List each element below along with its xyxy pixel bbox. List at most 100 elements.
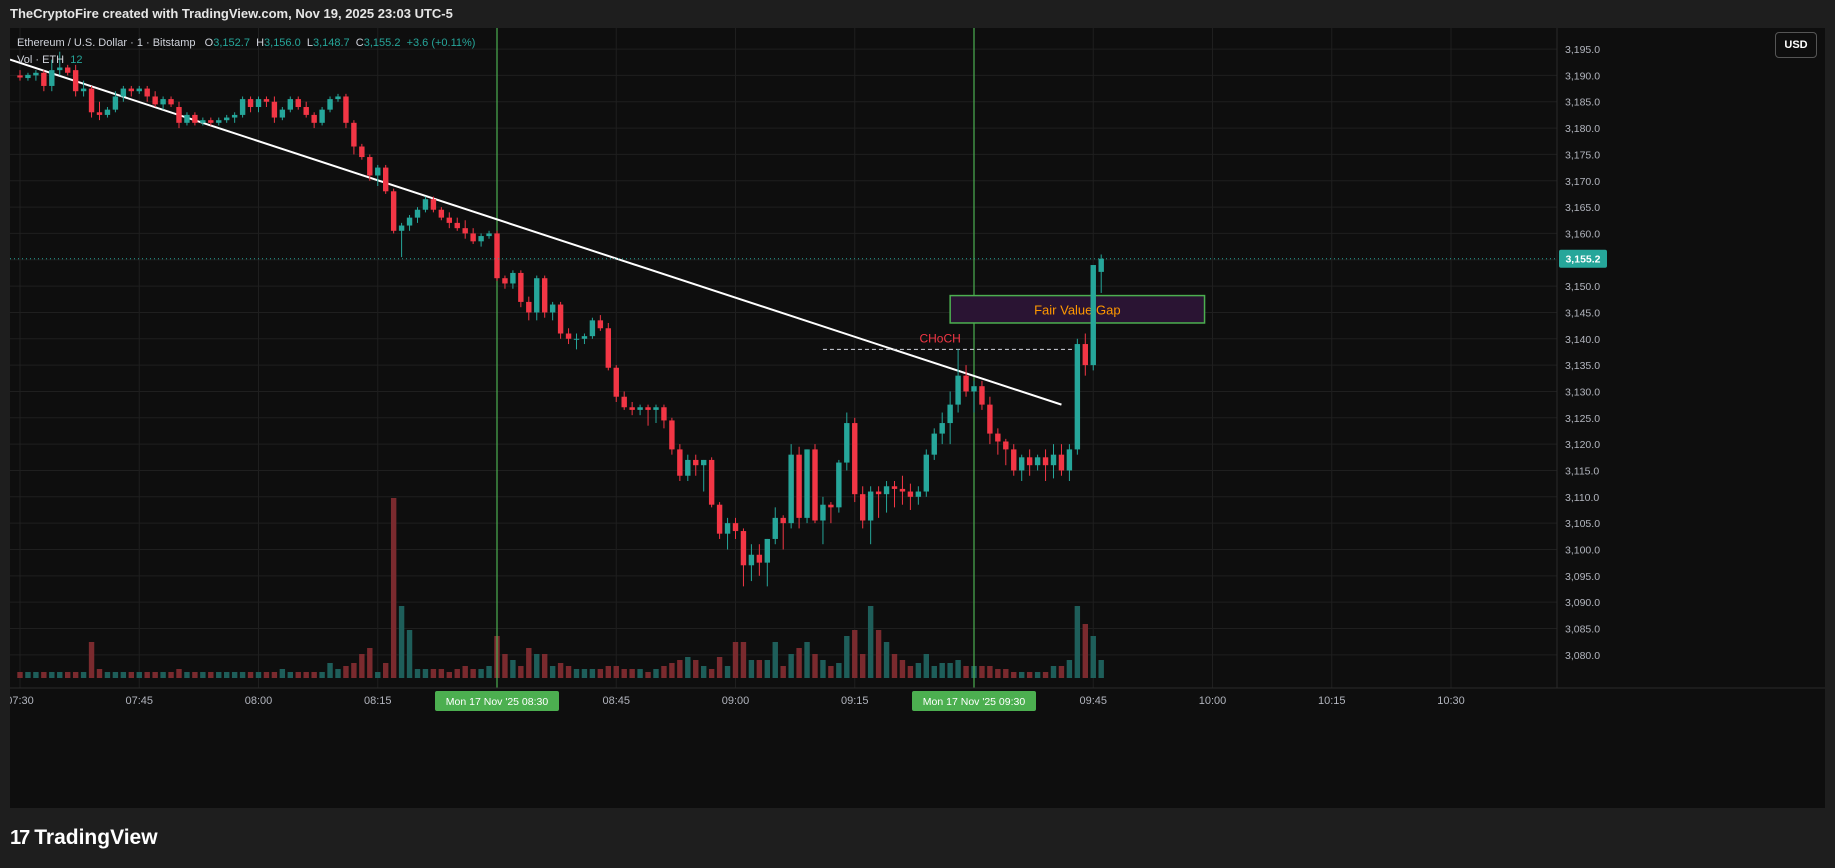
volume-bar (740, 642, 747, 678)
volume-bar (867, 606, 874, 678)
price-chart[interactable]: Mon 17 Nov '25 08:30 Mon 17 Nov '25 09:30… (6, 28, 1825, 808)
volume-bar (589, 669, 596, 678)
tradingview-logo[interactable]: 17 TradingView (10, 826, 158, 850)
fair-value-gap-box (949, 294, 1206, 324)
candle-body (542, 278, 548, 313)
volume-bar (780, 666, 786, 678)
volume-bar (96, 669, 103, 678)
candle-body (1066, 449, 1073, 471)
candle-body (549, 304, 556, 313)
candle-body (136, 88, 142, 92)
candle-body (383, 167, 389, 192)
candle-body (581, 336, 588, 339)
volume-bar (446, 672, 452, 678)
highlighted-time-tag (435, 691, 559, 711)
volume-bar (883, 642, 890, 678)
price-tick-label: 3,120.0 (1565, 439, 1600, 451)
price-tick-label: 3,145.0 (1565, 307, 1600, 319)
candle-body (613, 367, 619, 397)
candle-body (1034, 457, 1041, 466)
candle-body (327, 99, 333, 110)
candle-body (319, 109, 325, 123)
volume-bar (287, 672, 293, 678)
symbol-name: Ethereum / U.S. Dollar · 1 · Bitstamp (17, 37, 196, 49)
candle-body (49, 70, 55, 86)
candle-body (573, 338, 580, 340)
candle-body (1042, 457, 1049, 466)
candle-body (836, 462, 842, 508)
time-tick-label: 10:00 (1199, 695, 1227, 707)
candle-body (724, 523, 731, 534)
chart-pane[interactable]: Mon 17 Nov '25 08:30 Mon 17 Nov '25 09:30… (6, 28, 1825, 808)
volume-bar (565, 666, 572, 678)
change-value: +3.6 (+0.11%) (406, 37, 476, 49)
currency-button[interactable]: USD (1775, 32, 1817, 58)
volume-bar (510, 660, 516, 678)
top-bar: TheCryptoFire created with TradingView.c… (0, 0, 1835, 28)
volume-bar (621, 669, 627, 678)
volume-bar (390, 498, 397, 678)
candle-body (1019, 457, 1025, 471)
volume-bar (17, 672, 23, 678)
fair-value-gap-group: Fair Value Gap (949, 294, 1206, 324)
high-label: H (256, 37, 265, 49)
volume-bar (422, 669, 429, 678)
price-tick-label: 3,195.0 (1565, 44, 1600, 56)
candle-body (605, 328, 611, 368)
candle-body (152, 96, 158, 105)
volume-bar (844, 636, 850, 678)
candle-body (812, 449, 818, 521)
candle-body (72, 70, 79, 92)
candle-body (828, 504, 834, 508)
candle-body (478, 236, 484, 242)
candle-body (708, 459, 715, 505)
volume-bar (33, 672, 39, 678)
volume-bar (247, 672, 254, 678)
price-tick-label: 3,115.0 (1565, 465, 1599, 477)
price-tick-label: 3,150.0 (1565, 281, 1600, 293)
candle-body (510, 272, 516, 284)
candle-body (677, 449, 683, 476)
candle-body (1011, 449, 1017, 471)
volume-bar (319, 672, 325, 678)
candle-body (971, 386, 977, 392)
candle-body (398, 225, 405, 231)
candle-body (796, 454, 802, 518)
volume-bar (796, 648, 802, 678)
candle-body (701, 459, 707, 466)
candle-body (17, 75, 23, 78)
volume-bar (907, 666, 914, 678)
volume-bar (359, 654, 365, 678)
candle-body (33, 72, 39, 76)
price-tick-label: 3,180.0 (1565, 123, 1600, 135)
volume-bar (192, 672, 198, 678)
volume-bar (1050, 666, 1057, 678)
price-tick-label: 3,190.0 (1565, 70, 1600, 82)
candle-body (557, 304, 564, 334)
price-tick-label: 3,140.0 (1565, 334, 1600, 346)
volume-bar (184, 672, 190, 678)
volume-bar (661, 666, 667, 678)
volume-bar (176, 669, 182, 678)
candle-body (987, 404, 993, 434)
volume-bar (327, 663, 333, 678)
volume-bar (788, 654, 794, 678)
candle-body (526, 301, 532, 313)
candle-body (168, 99, 174, 105)
candle-body (860, 494, 866, 521)
volume-bar (1082, 624, 1088, 678)
candle-body (176, 107, 182, 123)
volume-bar (669, 663, 675, 678)
volume-bar (216, 672, 222, 678)
candlesticks (17, 51, 1104, 587)
candle-body (963, 375, 969, 392)
volume-bar (208, 672, 214, 678)
volume-bar (1003, 669, 1009, 678)
candle-body (351, 122, 357, 147)
volume-bar (136, 672, 142, 678)
volume-bar (860, 654, 866, 678)
candle-body (1082, 344, 1088, 366)
candle-body (343, 96, 349, 123)
volume-bar (120, 672, 127, 678)
candle-body (414, 209, 421, 218)
